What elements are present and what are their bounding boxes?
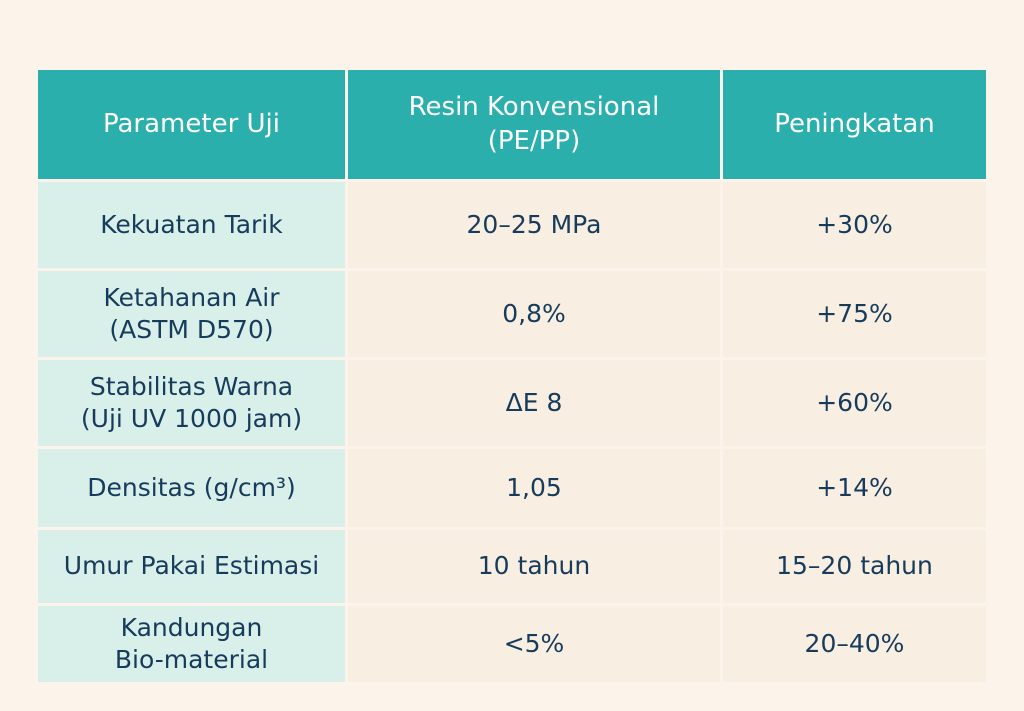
row-1-parameter: Kekuatan Tarik — [38, 182, 345, 268]
row-4-conventional: 1,05 — [348, 449, 720, 527]
row-5-parameter: Umur Pakai Estimasi — [38, 530, 345, 603]
comparison-table: Parameter Uji Resin Konvensional (PE/PP)… — [38, 70, 986, 682]
row-5-improvement: 15–20 tahun — [723, 530, 986, 603]
row-5-conventional: 10 tahun — [348, 530, 720, 603]
row-6-conventional: <5% — [348, 606, 720, 682]
row-3-improvement: +60% — [723, 360, 986, 446]
header-improvement: Peningkatan — [723, 70, 986, 179]
row-1-improvement: +30% — [723, 182, 986, 268]
header-conventional-resin: Resin Konvensional (PE/PP) — [348, 70, 720, 179]
row-4-improvement: +14% — [723, 449, 986, 527]
row-3-parameter: Stabilitas Warna (Uji UV 1000 jam) — [38, 360, 345, 446]
row-4-parameter: Densitas (g/cm³) — [38, 449, 345, 527]
comparison-table-wrapper: Parameter Uji Resin Konvensional (PE/PP)… — [38, 70, 986, 682]
row-2-improvement: +75% — [723, 271, 986, 357]
row-6-parameter: Kandungan Bio-material — [38, 606, 345, 682]
row-1-conventional: 20–25 MPa — [348, 182, 720, 268]
row-2-conventional: 0,8% — [348, 271, 720, 357]
row-6-improvement: 20–40% — [723, 606, 986, 682]
row-3-conventional: ΔE 8 — [348, 360, 720, 446]
header-parameter: Parameter Uji — [38, 70, 345, 179]
row-2-parameter: Ketahanan Air (ASTM D570) — [38, 271, 345, 357]
